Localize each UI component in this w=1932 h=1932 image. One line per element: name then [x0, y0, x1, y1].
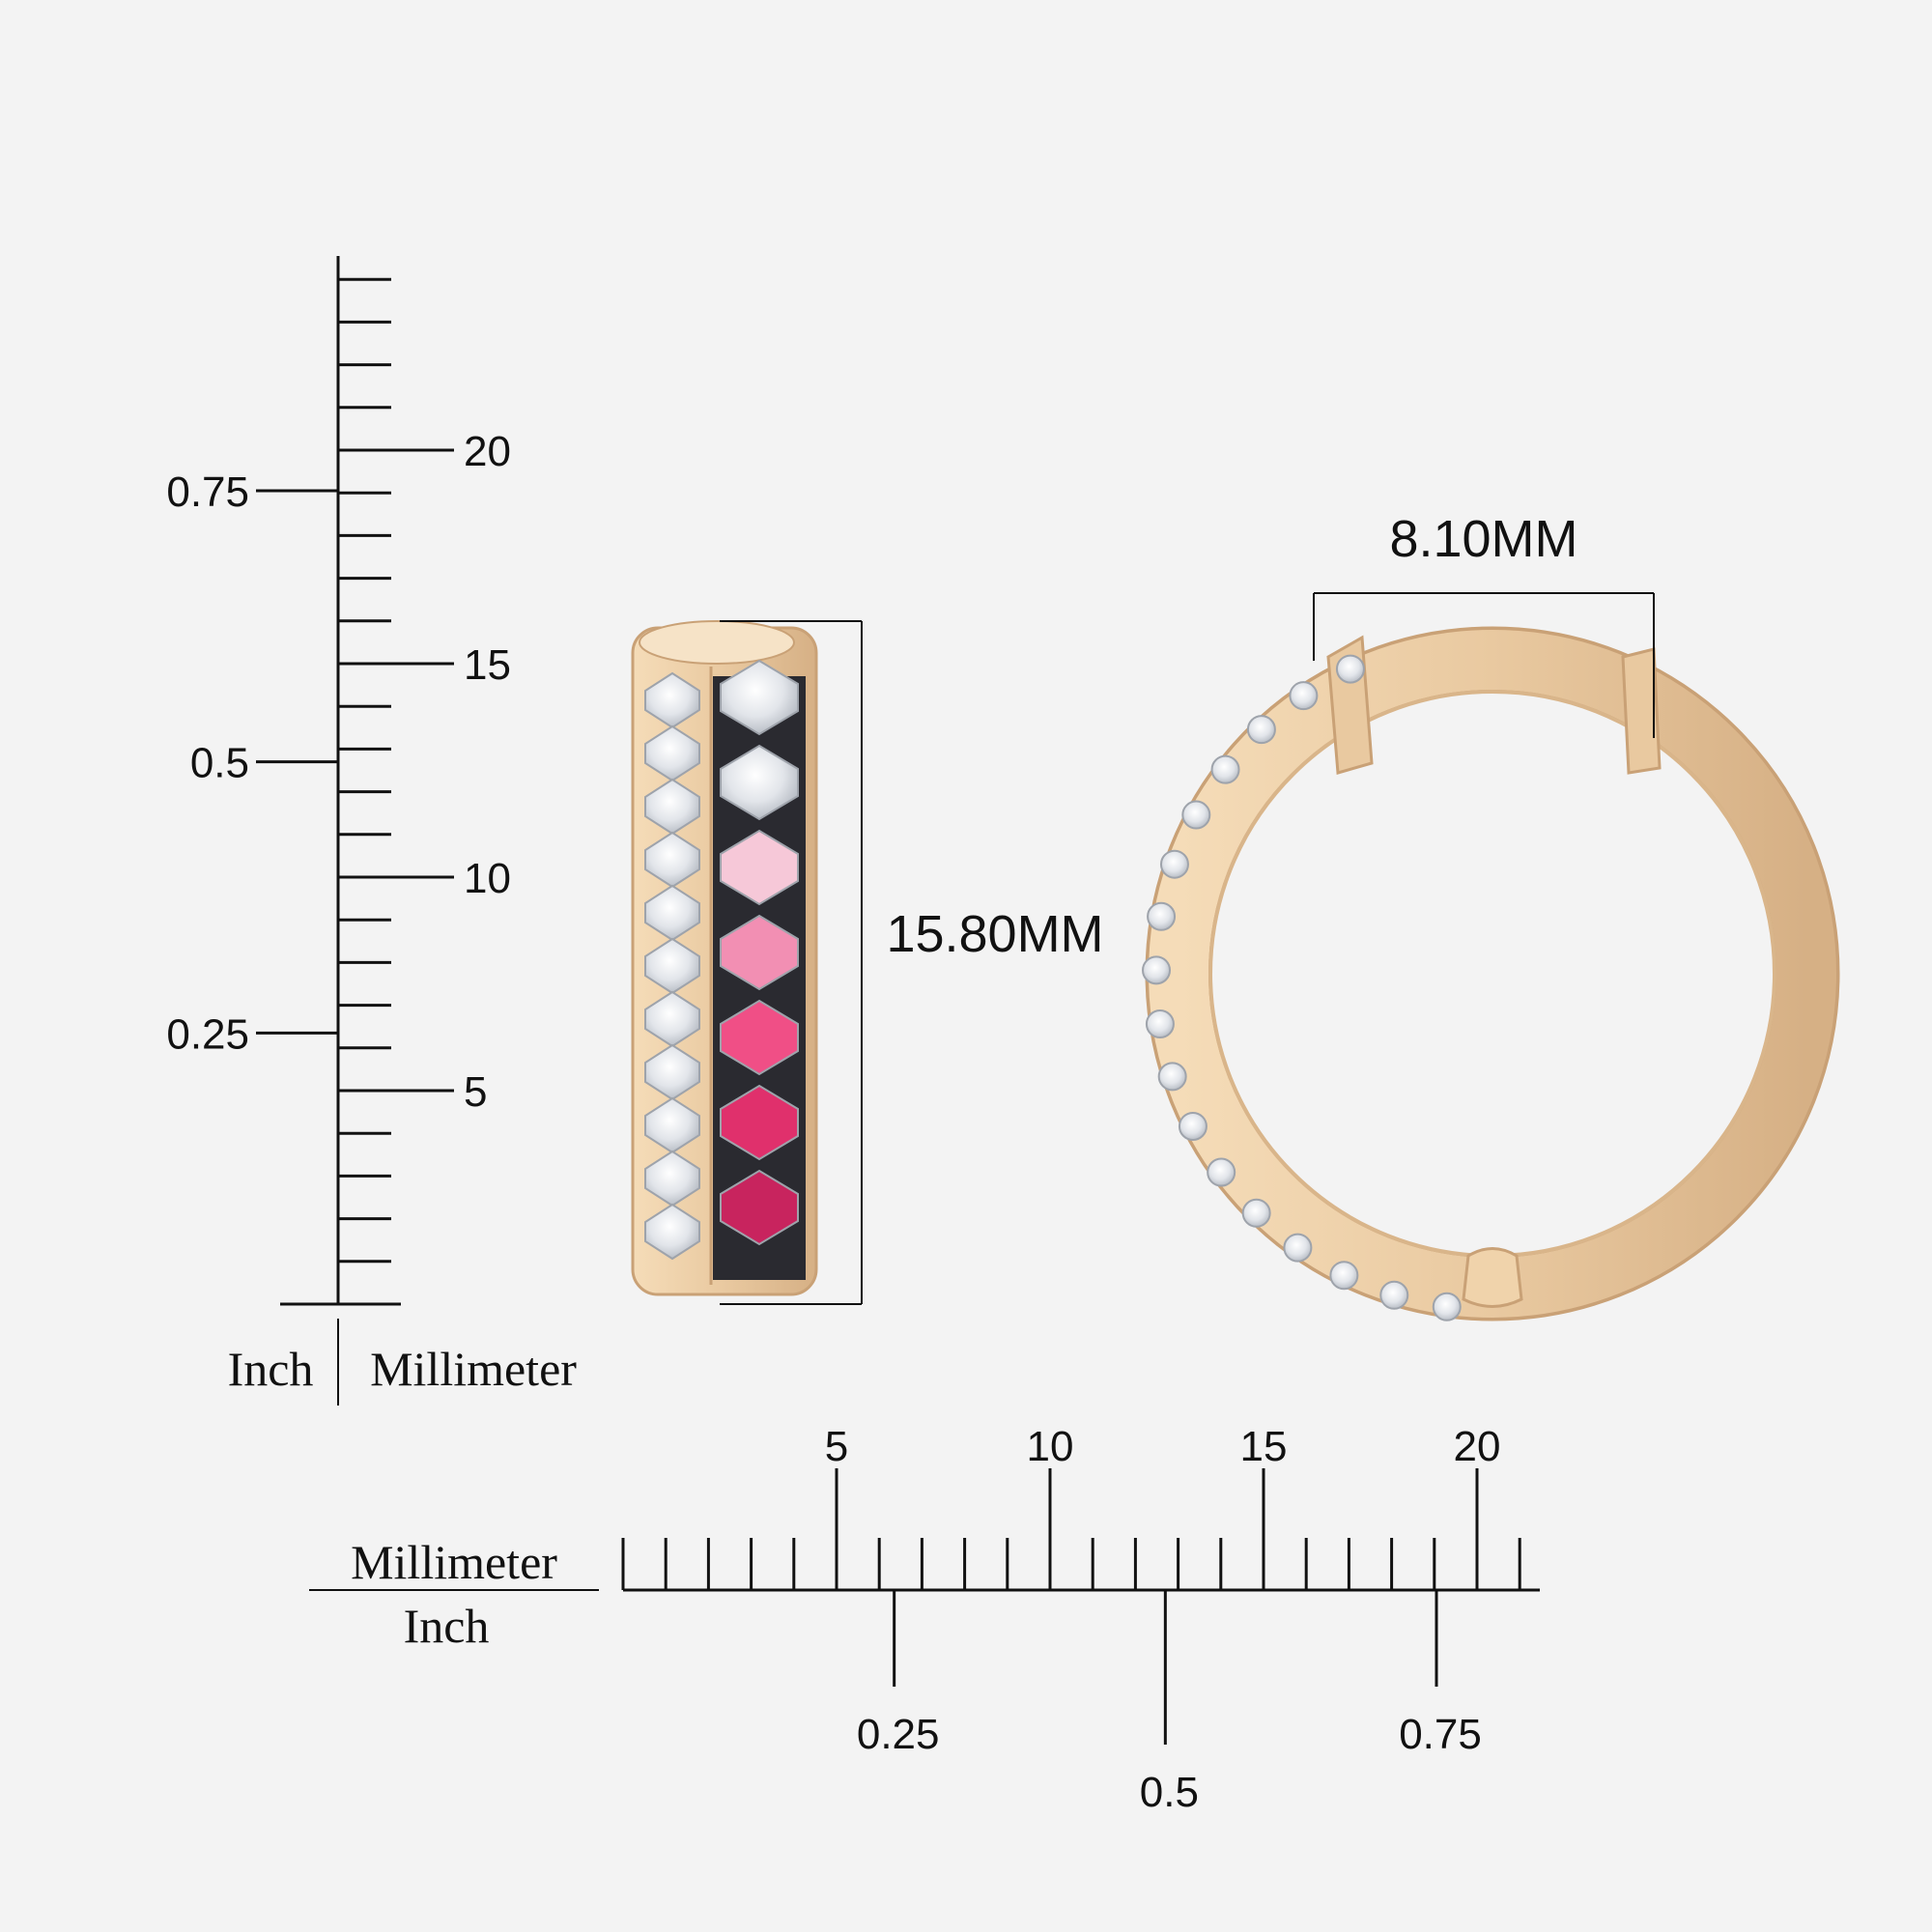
width-dimension-bracket [1313, 592, 1655, 738]
earring-side-view [631, 620, 818, 1296]
mm-tick-label: 20 [464, 428, 511, 475]
hoop-diamond-stone [1241, 1198, 1271, 1228]
diamond-stone [720, 744, 799, 821]
mm-tick-label: 10 [464, 855, 511, 902]
inch-tick-label: 0.75 [1399, 1711, 1482, 1758]
pink-sapphire-stone [720, 1169, 799, 1246]
front-view-gemstones [1142, 654, 1462, 1321]
mm-tick-label: 20 [1454, 1423, 1501, 1470]
side-view-gemstones [644, 659, 799, 1261]
inch-tick-label: 0.75 [166, 469, 249, 516]
hoop-diamond-stone [1159, 849, 1189, 879]
hoop-diamond-stone [1207, 1157, 1236, 1187]
width-dimension-label: 8.10MM [1389, 510, 1577, 568]
hoop-diamond-stone [1289, 681, 1319, 711]
hoop-diamond-stone [1432, 1292, 1462, 1321]
pink-sapphire-stone [720, 829, 799, 906]
pink-sapphire-stone [720, 1084, 799, 1161]
horizontal-ruler-inch-label: Inch [404, 1599, 490, 1653]
hoop-diamond-stone [1379, 1280, 1409, 1310]
hoop-diamond-stone [1210, 754, 1240, 784]
hoop-diamond-stone [1142, 955, 1172, 985]
hoop-diamond-stone [1283, 1233, 1313, 1263]
hoop-diamond-stone [1145, 1009, 1175, 1039]
horizontal-ruler-mm-label: Millimeter [351, 1535, 557, 1589]
vertical-ruler: 5 10 15 20 0.25 0.5 0.75 [166, 256, 511, 1406]
inch-tick-label: 0.5 [1140, 1769, 1199, 1816]
diamond-stone [720, 659, 799, 736]
height-dimension-label: 15.80MM [886, 905, 1103, 963]
pink-sapphire-stone [720, 999, 799, 1076]
mm-tick-label: 10 [1027, 1423, 1074, 1470]
vertical-ruler-mm-label: Millimeter [370, 1342, 577, 1396]
pink-sapphire-stone [720, 914, 799, 991]
mm-tick-label: 5 [464, 1068, 487, 1116]
hoop-diamond-stone [1157, 1062, 1187, 1092]
mm-tick-label: 15 [1240, 1423, 1288, 1470]
hoop-diamond-stone [1246, 715, 1276, 745]
height-dimension-bracket [720, 620, 863, 1305]
hoop-diamond-stone [1181, 800, 1211, 830]
mm-tick-label: 15 [464, 641, 511, 689]
earring-front-view [1142, 626, 1840, 1321]
diamond-stone [644, 1203, 700, 1261]
inch-tick-label: 0.5 [190, 740, 249, 787]
hoop-diamond-stone [1178, 1111, 1208, 1141]
vertical-ruler-inch-label: Inch [228, 1342, 314, 1396]
horizontal-ruler: 5 10 15 20 0.25 0.5 0.75 [621, 1423, 1540, 1816]
hoop-diamond-stone [1335, 654, 1365, 684]
hoop-diamond-stone [1147, 901, 1177, 931]
inch-tick-label: 0.25 [857, 1711, 940, 1758]
mm-tick-label: 5 [825, 1423, 848, 1470]
hoop-diamond-stone [1329, 1261, 1359, 1291]
inch-tick-label: 0.25 [166, 1010, 249, 1058]
